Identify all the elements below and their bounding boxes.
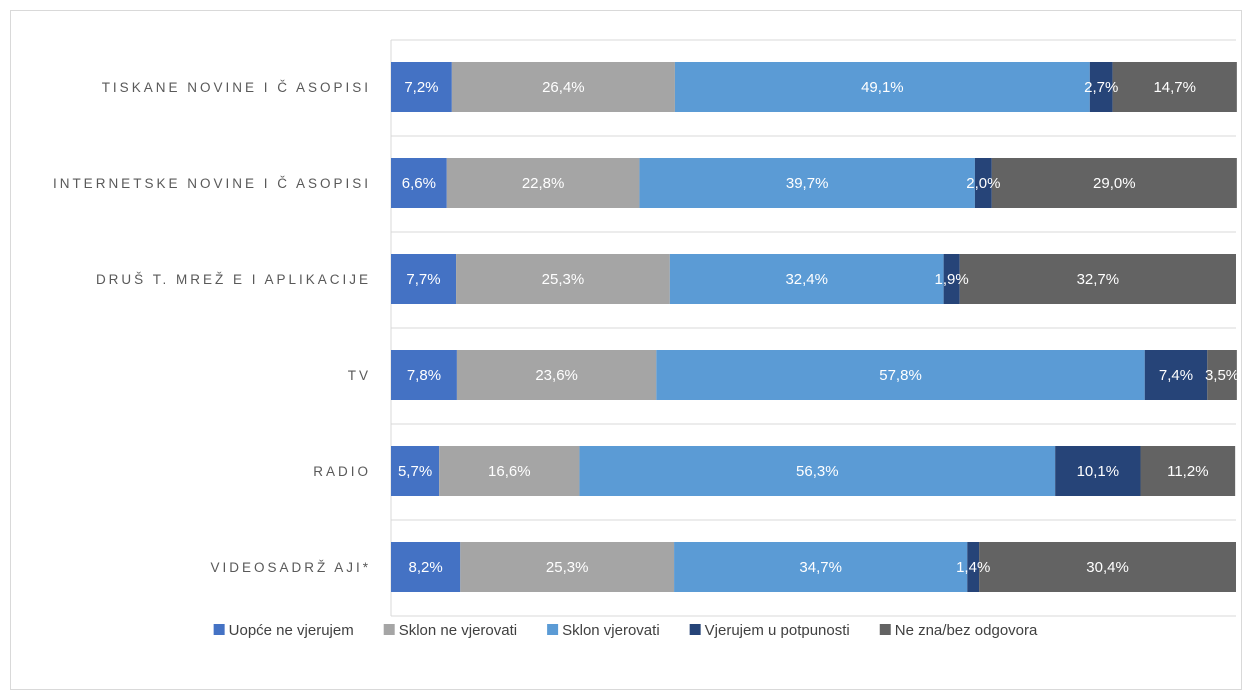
data-label: 56,3%	[796, 463, 839, 480]
bar-segment	[959, 254, 1236, 304]
bar-segment	[391, 542, 461, 592]
data-label: 7,4%	[1159, 367, 1193, 384]
legend-swatch	[213, 624, 225, 635]
data-label: 2,7%	[1084, 79, 1118, 96]
data-label: 32,7%	[1077, 271, 1120, 288]
bar-segment	[1144, 350, 1208, 400]
data-label: 7,2%	[404, 79, 438, 96]
bar-segment	[460, 542, 675, 592]
legend-label: Sklon vjerovati	[562, 622, 660, 639]
bar-segment	[456, 254, 670, 304]
data-label: 29,0%	[1093, 175, 1136, 192]
data-label: 11,2%	[1167, 463, 1208, 480]
data-label: 1,4%	[956, 559, 990, 576]
data-label: 5,7%	[398, 463, 432, 480]
bar-segment	[451, 62, 675, 112]
legend-item: Sklon vjerovati	[547, 622, 660, 639]
category-label: RADIO	[313, 464, 371, 479]
category-label: INTERNETSKE NOVINE I Č ASOPISI	[53, 176, 371, 191]
data-label: 23,6%	[535, 367, 578, 384]
data-label: 57,8%	[879, 367, 922, 384]
legend-label: Uopće ne vjerujem	[229, 622, 354, 639]
legend-item: Vjerujem u potpunosti	[689, 622, 850, 639]
legend-item: Ne zna/bez odgovora	[879, 622, 1038, 639]
value-labels: 7,2% 26,4% 49,1% 2,7% 14,7% 6,6% 22,8% 39,7% 2,0…	[398, 79, 1239, 576]
data-label: 32,4%	[785, 271, 828, 288]
bar-segment	[674, 542, 968, 592]
data-label: 14,7%	[1153, 79, 1196, 96]
bar-segment	[669, 254, 944, 304]
data-label: 30,4%	[1086, 559, 1129, 576]
bar-segment	[391, 350, 457, 400]
bar-segment	[579, 446, 1056, 496]
legend-swatch	[879, 624, 891, 635]
data-label: 7,7%	[406, 271, 440, 288]
data-label: 26,4%	[542, 79, 585, 96]
data-label: 39,7%	[786, 175, 829, 192]
category-labels: TISKANE NOVINE I Č ASOPISI INTERNETSKE NO…	[53, 80, 371, 575]
bar-segment	[391, 158, 447, 208]
bar-segment	[979, 542, 1236, 592]
data-label: 34,7%	[799, 559, 842, 576]
data-label: 7,8%	[407, 367, 441, 384]
data-label: 6,6%	[402, 175, 436, 192]
data-label: 16,6%	[488, 463, 531, 480]
data-label: 25,3%	[542, 271, 585, 288]
legend-swatch	[383, 624, 395, 635]
bar-segment	[391, 62, 452, 112]
category-label: TV	[348, 368, 371, 383]
data-label: 2,0%	[966, 175, 1000, 192]
bar-segment	[446, 158, 640, 208]
bar-segment	[991, 158, 1237, 208]
data-label: 8,2%	[409, 559, 443, 576]
bar-segment	[974, 158, 992, 208]
category-label: VIDEOSADRŽ AJI*	[210, 560, 371, 575]
bar-segment	[967, 542, 980, 592]
legend-label: Ne zna/bez odgovora	[895, 622, 1038, 639]
gridlines	[390, 39, 1236, 617]
legend: Uopće ne vjerujem Sklon ne vjerovati Sklon…	[213, 622, 1038, 639]
category-label: DRUŠ T. MREŽ E I APLIKACIJE	[96, 272, 371, 287]
data-label: 3,5%	[1205, 367, 1239, 384]
data-label: 49,1%	[861, 79, 904, 96]
bars	[391, 62, 1237, 592]
legend-item: Uopće ne vjerujem	[213, 622, 354, 639]
legend-swatch	[547, 624, 559, 635]
data-label: 25,3%	[546, 559, 589, 576]
data-label: 10,1%	[1077, 463, 1120, 480]
legend-label: Sklon ne vjerovati	[399, 622, 517, 639]
bar-segment	[391, 254, 457, 304]
bar-segment	[456, 350, 657, 400]
legend-label: Vjerujem u potpunosti	[705, 622, 850, 639]
bar-segment	[1055, 446, 1141, 496]
category-label: TISKANE NOVINE I Č ASOPISI	[102, 80, 371, 95]
legend-swatch	[689, 624, 701, 635]
bar-segment	[1207, 350, 1237, 400]
data-label: 22,8%	[522, 175, 565, 192]
bar-segment	[439, 446, 580, 496]
bar-segment	[1112, 62, 1237, 112]
bar-segment	[674, 62, 1090, 112]
bar-segment	[1140, 446, 1236, 496]
legend-item: Sklon ne vjerovati	[383, 622, 517, 639]
bar-segment	[943, 254, 960, 304]
bar-segment	[656, 350, 1145, 400]
bar-segment	[1089, 62, 1113, 112]
data-label: 1,9%	[935, 271, 969, 288]
bar-segment	[639, 158, 975, 208]
bar-segment	[391, 446, 440, 496]
